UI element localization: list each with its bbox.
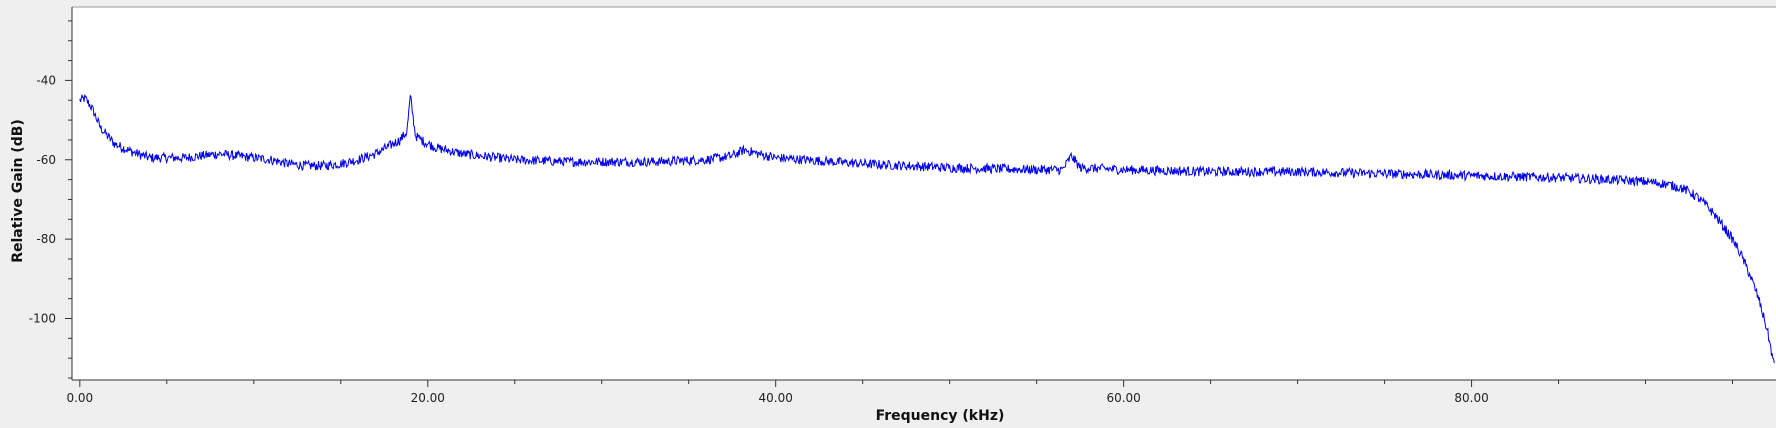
y-tick-label: -60: [36, 153, 56, 167]
x-tick-label: 60.00: [1106, 391, 1140, 405]
x-axis: 0.00 20.00 40.00 60.00 80.00: [66, 379, 1776, 405]
y-axis-title: Relative Gain (dB): [10, 119, 26, 263]
x-tick-label: 80.00: [1454, 391, 1488, 405]
y-tick-label: -100: [29, 311, 56, 325]
x-tick-label: 20.00: [411, 391, 445, 405]
y-tick-label: -80: [36, 232, 56, 246]
x-axis-title: Frequency (kHz): [876, 408, 1005, 424]
plot-area: [72, 7, 1776, 380]
y-axis: -40 -60 -80 -100: [29, 7, 73, 380]
x-tick-label: 0.00: [66, 391, 93, 405]
x-tick-label: 40.00: [759, 391, 793, 405]
series-line: [79, 94, 1775, 364]
y-tick-label: -40: [36, 73, 56, 87]
series-layer: [79, 94, 1775, 364]
